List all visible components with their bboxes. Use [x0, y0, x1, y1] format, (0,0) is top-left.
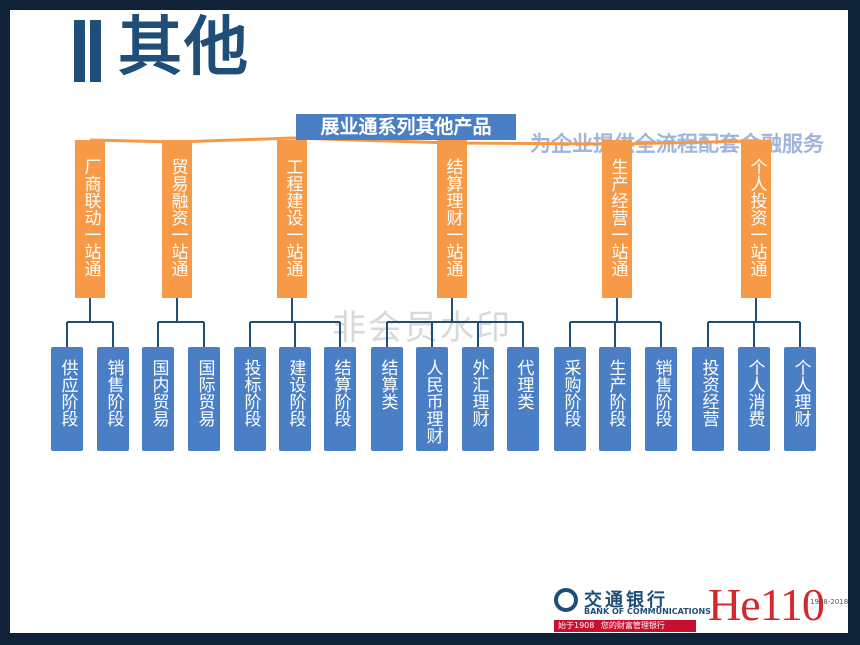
top-connector-line: [451, 141, 618, 146]
chart-header: 展业通系列其他产品: [296, 114, 516, 140]
title-accent-bar: [74, 20, 85, 82]
product-box: 外汇理财: [462, 347, 494, 451]
category-box: 贸易融资一站通: [162, 140, 192, 298]
bank-name-en: BANK OF COMMUNICATIONS: [584, 607, 711, 616]
page-title: 其他: [118, 11, 250, 85]
watermark: 非会员水印: [332, 308, 512, 348]
product-box: 投资经营: [692, 347, 724, 451]
product-box: 建设阶段: [279, 347, 311, 451]
bank-logo-icon: [554, 588, 578, 612]
category-box: 工程建设一站通: [277, 140, 307, 298]
product-box: 销售阶段: [97, 347, 129, 451]
category-box: 结算理财一站通: [437, 140, 467, 298]
bank-name-cn: 交通银行: [584, 590, 668, 611]
product-box: 代理类: [507, 347, 539, 451]
product-box: 结算类: [371, 347, 403, 451]
since-banner: 始于1908 您的财富管理银行: [554, 620, 696, 632]
product-box: 个人理财: [784, 347, 816, 451]
top-connector-line: [176, 136, 293, 144]
product-box: 国内贸易: [142, 347, 174, 451]
product-box: 投标阶段: [234, 347, 266, 451]
product-box: 人民币理财: [416, 347, 448, 451]
product-box: 供应阶段: [51, 347, 83, 451]
hello-logo: He110: [708, 579, 825, 630]
title-accent-bar: [90, 20, 101, 82]
category-box: 个人投资一站通: [741, 140, 771, 298]
product-box: 采购阶段: [554, 347, 586, 451]
category-box: 生产经营一站通: [602, 140, 632, 298]
product-box: 销售阶段: [645, 347, 677, 451]
top-connector-line: [616, 139, 757, 146]
slogan-text: 您的财富管理银行: [600, 621, 665, 630]
title-band: [10, 10, 848, 88]
product-box: 个人消费: [738, 347, 770, 451]
product-box: 结算阶段: [324, 347, 356, 451]
anniversary-years: 1908-2018: [810, 598, 849, 606]
since-text: 始于1908: [558, 621, 595, 630]
product-box: 国际贸易: [188, 347, 220, 451]
category-box: 厂商联动一站通: [75, 140, 105, 298]
product-box: 生产阶段: [599, 347, 631, 451]
